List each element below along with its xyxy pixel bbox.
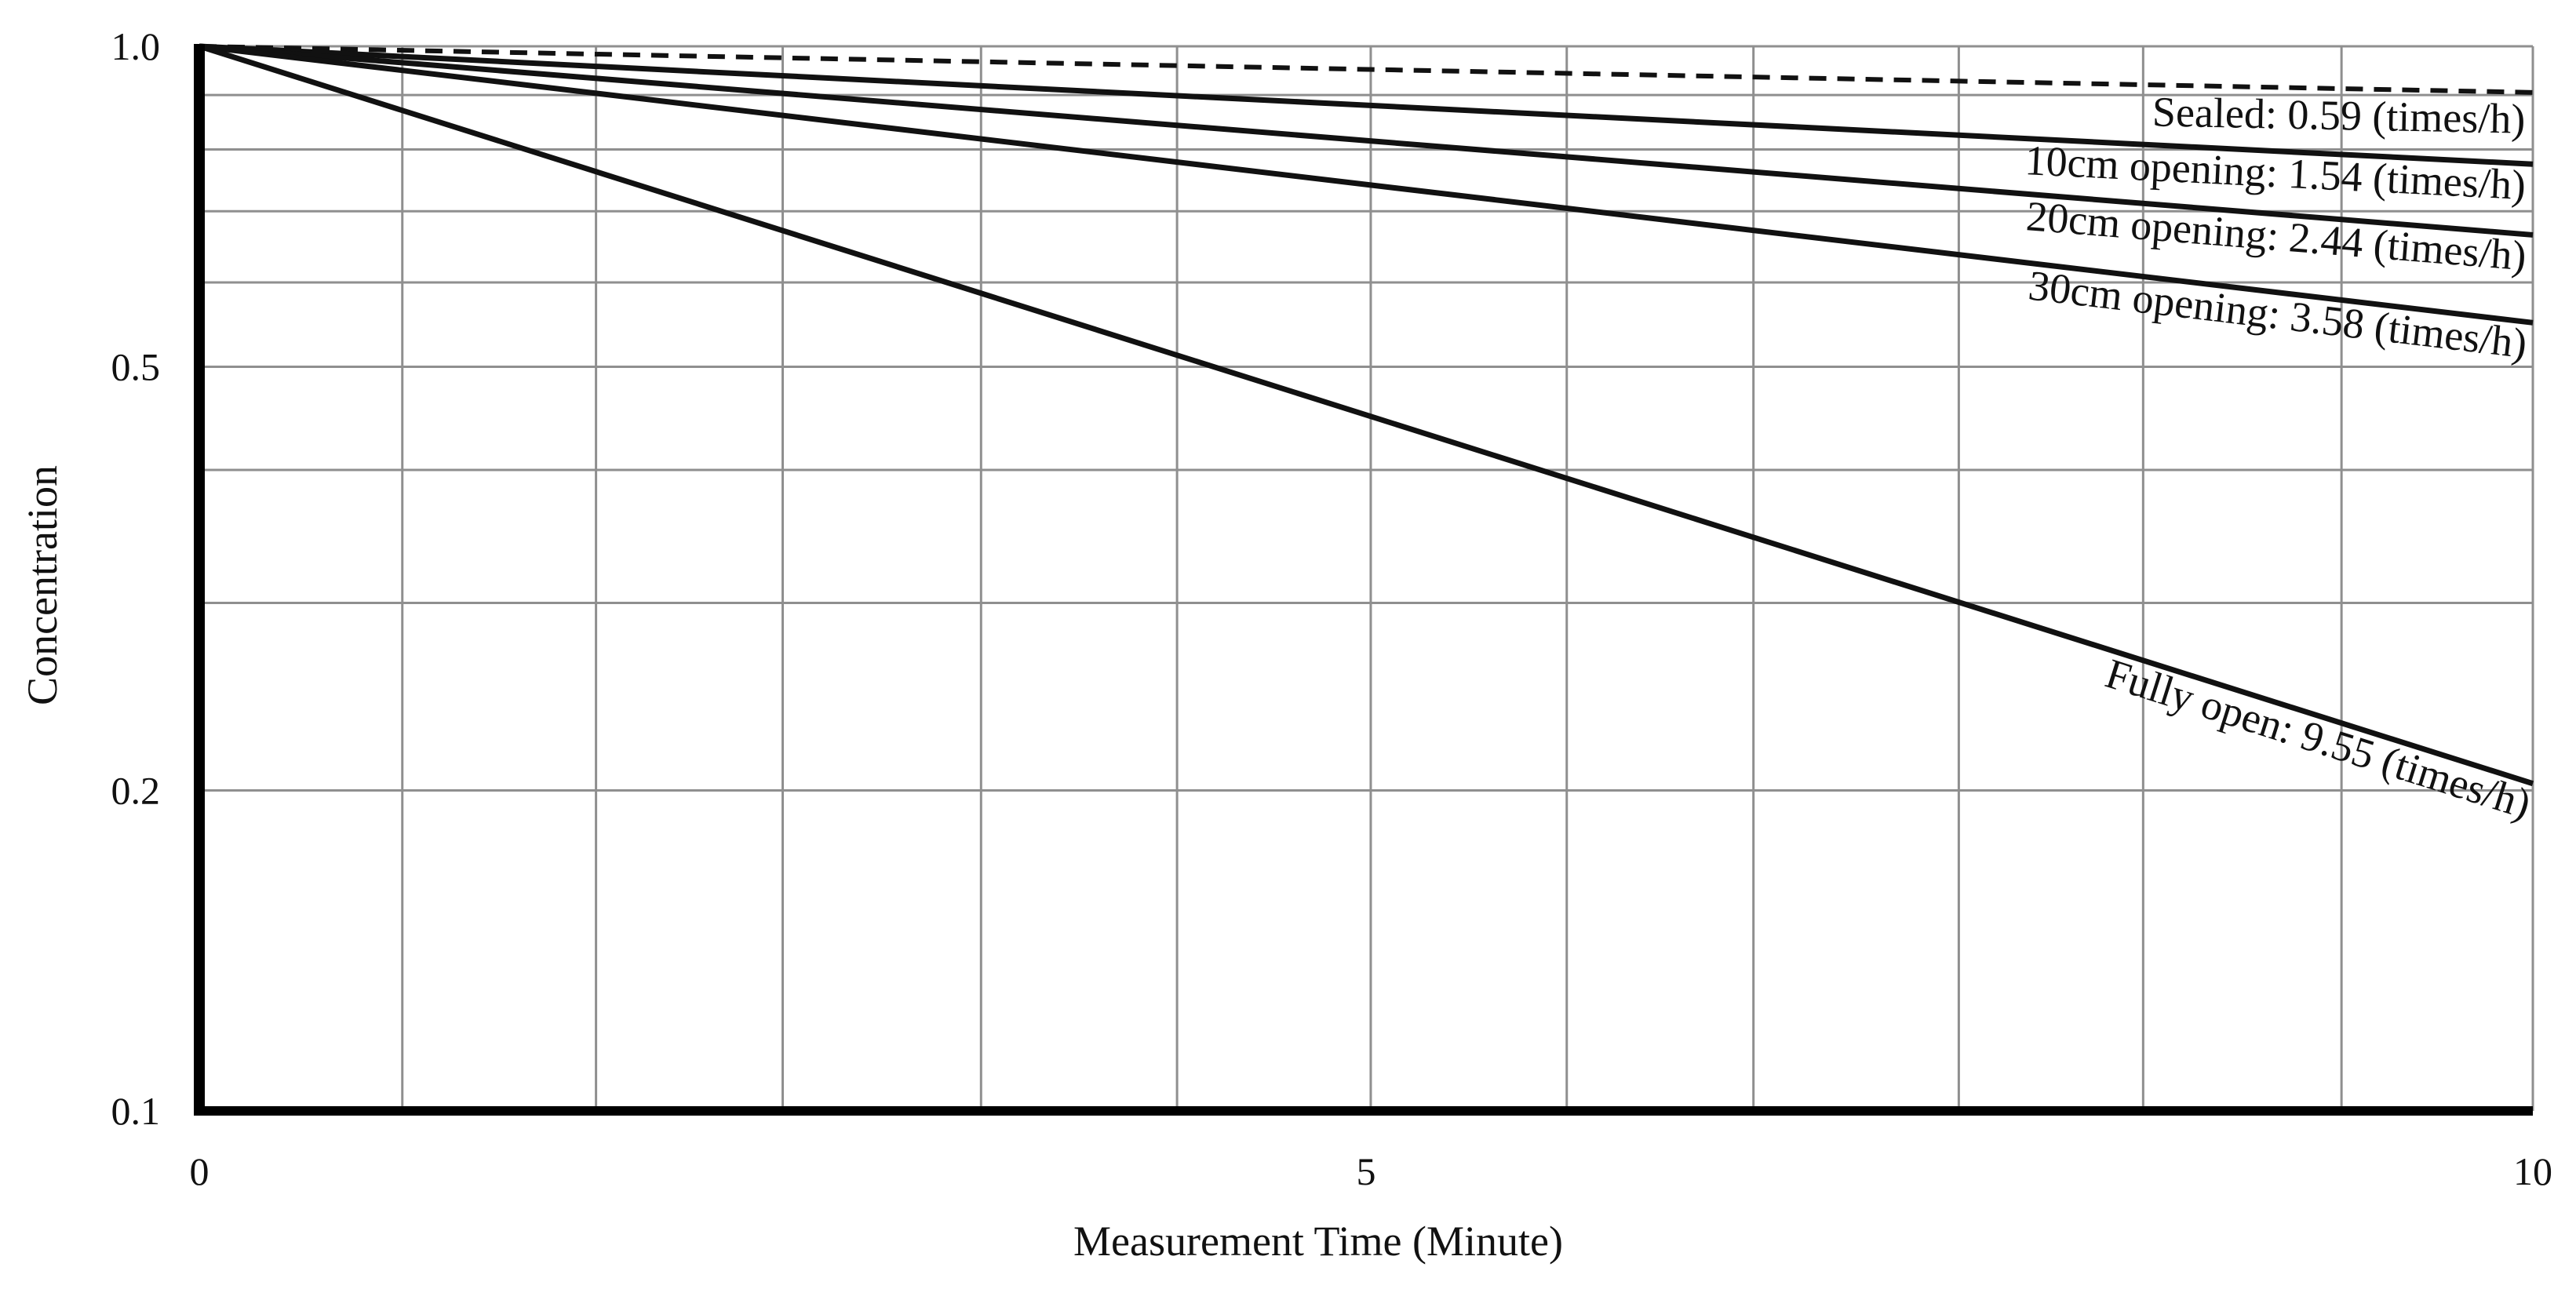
tick-labels: 0 5 10 1.0 0.5 0.2 0.1 [111, 24, 2553, 1193]
series-labels: Sealed: 0.59 (times/h)10cm opening: 1.54… [2024, 88, 2536, 828]
series-lines [198, 43, 2534, 787]
series-label: Fully open: 9.55 (times/h) [2101, 650, 2537, 828]
axes [194, 44, 2533, 1116]
y-tick-label: 1.0 [111, 24, 161, 68]
series-line [198, 43, 2534, 787]
x-tick-label: 10 [2513, 1149, 2552, 1193]
y-tick-label: 0.2 [111, 769, 161, 813]
x-tick-label: 5 [1357, 1149, 1376, 1193]
x-axis-title: Measurement Time (Minute) [1073, 1218, 1563, 1265]
y-axis-title: Concentration [19, 465, 66, 705]
grid [199, 45, 2534, 1111]
x-tick-label: 0 [190, 1149, 210, 1193]
series-label: 30cm opening: 3.58 (times/h) [2026, 261, 2530, 367]
y-tick-label: 0.1 [111, 1089, 161, 1133]
series-line [199, 43, 2534, 167]
series-label: 20cm opening: 2.44 (times/h) [2024, 192, 2528, 279]
series-line [199, 43, 2534, 238]
series-label: Sealed: 0.59 (times/h) [2152, 88, 2525, 142]
series-line [199, 44, 2534, 95]
series-line [199, 43, 2534, 326]
y-tick-label: 0.5 [111, 344, 161, 388]
